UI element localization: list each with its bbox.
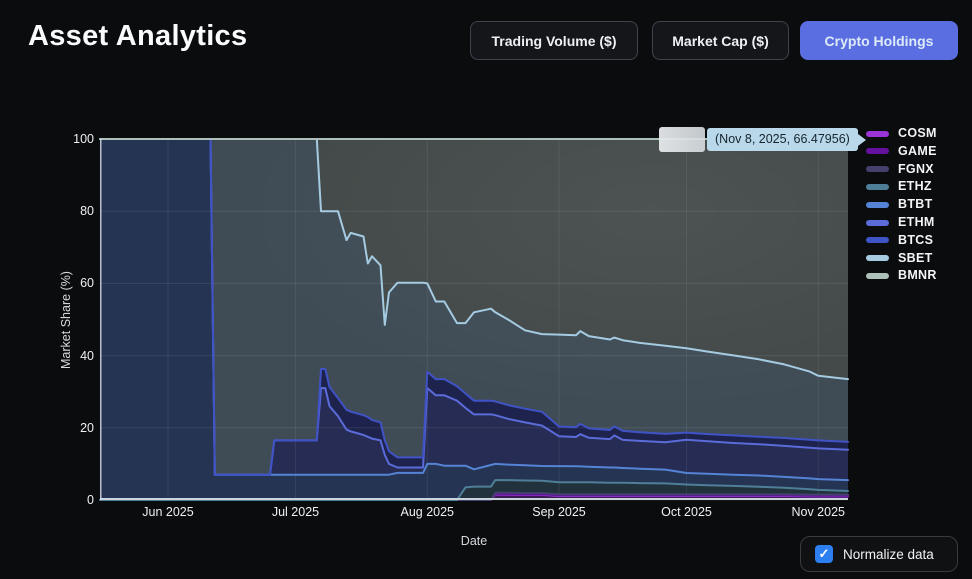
legend-swatch-icon — [866, 183, 889, 190]
legend-item-label: COSM — [898, 126, 937, 141]
legend-item-ethz[interactable]: ETHZ — [866, 180, 937, 193]
legend-item-cosm[interactable]: COSM — [866, 127, 937, 140]
y-tick-label: 20 — [80, 420, 94, 435]
tab-crypto-holdings[interactable]: Crypto Holdings — [800, 21, 958, 60]
legend-item-bmnr[interactable]: BMNR — [866, 269, 937, 282]
y-tick-label: 0 — [87, 493, 94, 507]
x-tick-label: Nov 2025 — [791, 505, 845, 519]
legend-item-label: ETHM — [898, 215, 935, 229]
x-tick-label: Jul 2025 — [271, 505, 320, 519]
legend-item-ethm[interactable]: ETHM — [866, 216, 937, 229]
x-axis-title: Date — [460, 534, 488, 548]
checkbox-check-icon: ✓ — [818, 546, 830, 561]
x-tick-label: Jun 2025 — [142, 505, 194, 519]
y-tick-label: 100 — [73, 132, 94, 146]
legend-swatch-icon — [866, 130, 889, 137]
legend-item-btbt[interactable]: BTBT — [866, 198, 937, 211]
page-title: Asset Analytics — [28, 20, 248, 52]
legend-item-label: FGNX — [898, 161, 934, 176]
legend-swatch-icon — [866, 237, 889, 244]
legend: COSM GAME FGNX ETHZ BTBT ETHM BTCS SBET BMNR — [866, 127, 937, 282]
legend-item-label: GAME — [898, 143, 937, 158]
legend-item-label: BTBT — [898, 197, 933, 212]
x-tick-label: Sep 2025 — [532, 505, 586, 519]
tab-market-cap[interactable]: Market Cap ($) — [652, 21, 789, 60]
legend-swatch-icon — [866, 166, 889, 173]
normalize-checkbox[interactable]: ✓ — [815, 545, 833, 563]
x-tick-label: Oct 2025 — [661, 505, 712, 519]
hover-tooltip: (Nov 8, 2025, 66.47956) — [707, 128, 866, 151]
legend-item-label: ETHZ — [898, 179, 932, 194]
y-tick-label: 60 — [80, 276, 94, 291]
y-tick-label: 40 — [80, 348, 94, 363]
normalize-control[interactable]: ✓ Normalize data — [800, 536, 958, 572]
tooltip-series-flag — [659, 127, 705, 152]
tab-trading-volume[interactable]: Trading Volume ($) — [470, 21, 638, 60]
legend-swatch-icon — [866, 148, 889, 155]
y-tick-label: 80 — [80, 204, 94, 219]
legend-item-sbet[interactable]: SBET — [866, 251, 937, 264]
x-tick-label: Aug 2025 — [400, 505, 455, 519]
normalize-label: Normalize data — [843, 546, 934, 562]
legend-item-label: BMNR — [898, 268, 937, 283]
legend-item-btcs[interactable]: BTCS — [866, 232, 937, 247]
legend-swatch-icon — [866, 272, 889, 279]
legend-item-fgnx[interactable]: FGNX — [866, 161, 937, 176]
legend-swatch-icon — [866, 219, 889, 226]
legend-item-game[interactable]: GAME — [866, 143, 937, 158]
legend-swatch-icon — [866, 255, 889, 262]
chart-plot[interactable] — [99, 138, 849, 501]
tooltip-label: (Nov 8, 2025, 66.47956) — [715, 132, 850, 146]
legend-item-label: SBET — [898, 250, 933, 265]
legend-item-label: BTCS — [898, 232, 934, 247]
legend-swatch-icon — [866, 201, 889, 208]
